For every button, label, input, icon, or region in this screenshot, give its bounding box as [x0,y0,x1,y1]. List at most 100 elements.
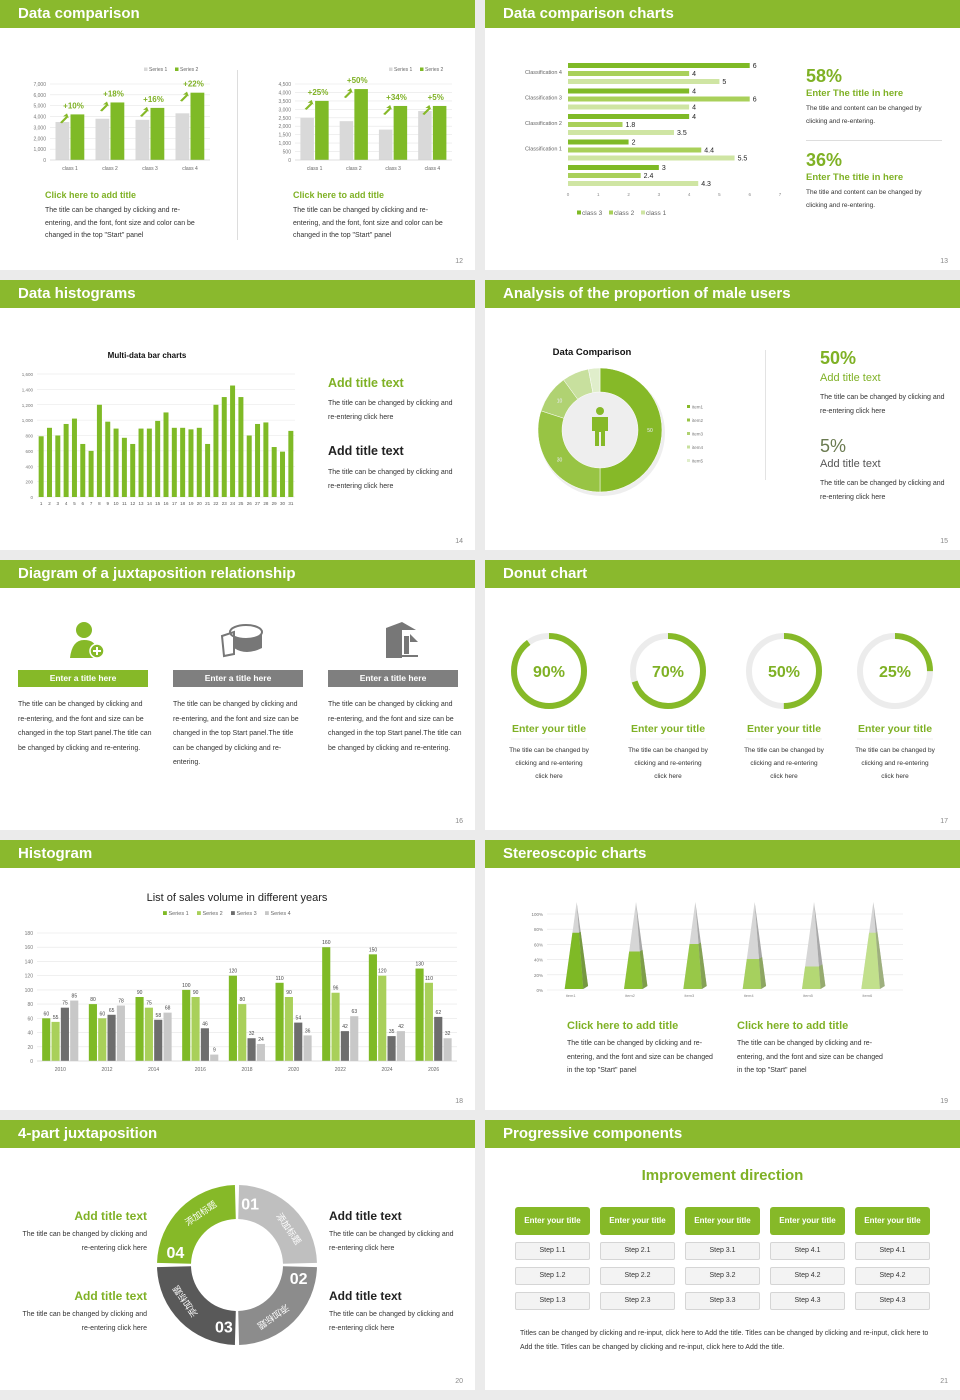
bar-class-1 [568,79,720,84]
slide-19[interactable]: Stereoscopic charts 0% 20% 40% 60% 80% 100% it… [485,840,960,1110]
x-tick-label: 31 [288,501,294,506]
block-body[interactable]: The title can be changed by clicking and… [567,1040,713,1074]
y-tick-label: 5,000 [33,104,46,110]
block-body[interactable]: The title can be changed by clicking and… [293,207,443,239]
multi-data-bar-chart: Multi-data bar charts 0 200 400 600 800 1,000 1… [22,351,295,506]
step-item[interactable]: Step 2.3 [600,1292,675,1310]
bar-series-1 [368,954,377,1061]
block-body[interactable]: The title can be changed by clicking and… [329,1311,454,1332]
step-item[interactable]: Step 2.1 [600,1242,675,1260]
slide-14[interactable]: Data histograms Multi-data bar charts 0 20… [0,280,475,550]
block-title[interactable]: Add title text [328,444,404,458]
step-item[interactable]: Step 1.1 [515,1242,590,1260]
ring-title[interactable]: Enter your title [857,723,933,735]
step-item[interactable]: Step 3.2 [685,1267,760,1285]
step-item[interactable]: Step 3.1 [685,1242,760,1260]
step-column-header[interactable]: Enter your title [515,1207,590,1235]
ring-body[interactable]: The title can be changed by clicking and… [628,747,708,780]
histogram-bar [205,443,211,497]
step-column-header[interactable]: Enter your title [855,1207,930,1235]
step-item[interactable]: Step 4.2 [770,1267,845,1285]
chart-title: Multi-data bar charts [108,351,187,360]
page-number: 20 [455,1378,463,1385]
step-item[interactable]: Step 2.2 [600,1267,675,1285]
histogram-bar [138,428,144,497]
block-title[interactable]: Add title text [74,1289,147,1303]
ring-title[interactable]: Enter your title [746,723,822,735]
y-tick-label: 120 [25,974,34,980]
stat-title[interactable]: Enter The title in here [806,172,904,183]
step-column-header[interactable]: Enter your title [600,1207,675,1235]
step-item[interactable]: Step 4.3 [770,1292,845,1310]
step-item[interactable]: Step 4.1 [855,1242,930,1260]
slide-13[interactable]: Data comparison charts Classification 4 6… [485,0,960,270]
slide-20[interactable]: 4-part juxtaposition 添加标题 01 添加标题 02 添加标题 03 添… [0,1120,475,1390]
ring-body[interactable]: The title can be changed by clicking and… [855,747,935,780]
step-item[interactable]: Step 4.3 [855,1292,930,1310]
block-body[interactable]: The title can be changed by clicking and… [22,1311,147,1332]
stat-title[interactable]: Add title text [820,372,881,384]
slide-15[interactable]: Analysis of the proportion of male users… [485,280,960,550]
pyramid-fill-side [758,957,767,989]
stat-body[interactable]: The title and content can be changed by … [806,189,922,209]
block-title[interactable]: Add title text [328,376,404,390]
column-title-bar[interactable]: Enter a title here [328,670,458,687]
step-item[interactable]: Step 4.2 [855,1267,930,1285]
slide-title: Analysis of the proportion of male users [485,280,960,308]
ring-body[interactable]: The title can be changed by clicking and… [509,747,589,780]
block-title[interactable]: Click here to add title [737,1020,849,1032]
column-body[interactable]: The title can be changed by clicking and… [173,701,299,766]
ring-body[interactable]: The title can be changed by clicking and… [744,747,824,780]
column-body[interactable]: The title can be changed by clicking and… [18,701,152,752]
stat-body[interactable]: The title can be changed by clicking and… [820,480,945,501]
legend-label: class 3 [582,210,603,217]
step-item[interactable]: Step 1.3 [515,1292,590,1310]
description[interactable]: Titles can be changed by clicking and re… [520,1330,929,1351]
step-item[interactable]: Step 1.2 [515,1267,590,1285]
block-title[interactable]: Click here to add title [293,190,385,200]
stat-body[interactable]: The title and content can be changed by … [806,105,922,125]
bar-series-1 [175,113,190,160]
y-tick-label: 3,000 [278,107,291,113]
block-body[interactable]: The title can be changed by clicking and… [328,469,453,490]
legend-label: Series 2 [425,67,444,73]
chart-title: List of sales volume in different years [147,892,328,904]
x-tick-label: 23 [222,501,228,506]
block-title[interactable]: Add title text [329,1209,402,1223]
block-title[interactable]: Add title text [329,1289,402,1303]
block-body[interactable]: The title can be changed by clicking and… [737,1040,883,1074]
x-tick-label: 24 [230,501,236,506]
block-body[interactable]: The title can be changed by clicking and… [329,1231,454,1252]
block-title[interactable]: Click here to add title [567,1020,679,1032]
block-title[interactable]: Add title text [74,1209,147,1223]
histogram-bar [163,412,169,497]
step-item[interactable]: Step 4.1 [770,1242,845,1260]
column-body[interactable]: The title can be changed by clicking and… [328,701,462,752]
data-label: 80 [90,997,96,1003]
column-title-bar[interactable]: Enter a title here [173,670,303,687]
block-body[interactable]: The title can be changed by clicking and… [328,400,453,421]
block-body[interactable]: The title can be changed by clicking and… [45,207,195,239]
legend-label: class 1 [646,210,667,217]
slide-12[interactable]: Data comparison 0 1,000 2,000 3,000 4,000 5,0… [0,0,475,270]
block-body[interactable]: The title can be changed by clicking and… [22,1231,147,1252]
slide-21[interactable]: Progressive components Improvement direc… [485,1120,960,1390]
block-title[interactable]: Click here to add title [45,190,137,200]
ring-title[interactable]: Enter your title [511,723,587,735]
sales-volume-chart: List of sales volume in different years S… [25,892,457,1073]
stat-title[interactable]: Add title text [820,458,881,470]
step-column-header[interactable]: Enter your title [685,1207,760,1235]
stat-title[interactable]: Enter The title in here [806,88,904,99]
step-column-header[interactable]: Enter your title [770,1207,845,1235]
step-item[interactable]: Step 3.3 [685,1292,760,1310]
stat-value: 5% [820,436,847,456]
ring-title[interactable]: Enter your title [630,723,706,735]
column-title-bar[interactable]: Enter a title here [18,670,148,687]
stat-body[interactable]: The title can be changed by clicking and… [820,394,945,415]
slide-18[interactable]: Histogram List of sales volume in differ… [0,840,475,1110]
slide-16[interactable]: Diagram of a juxtaposition relationship … [0,560,475,830]
x-tick-label: class 1 [62,166,78,172]
x-tick-label: 25 [238,501,244,506]
bar-series-1 [300,117,314,160]
slide-17[interactable]: Donut chart 90% 70% 50% 25% Enter your titl… [485,560,960,830]
